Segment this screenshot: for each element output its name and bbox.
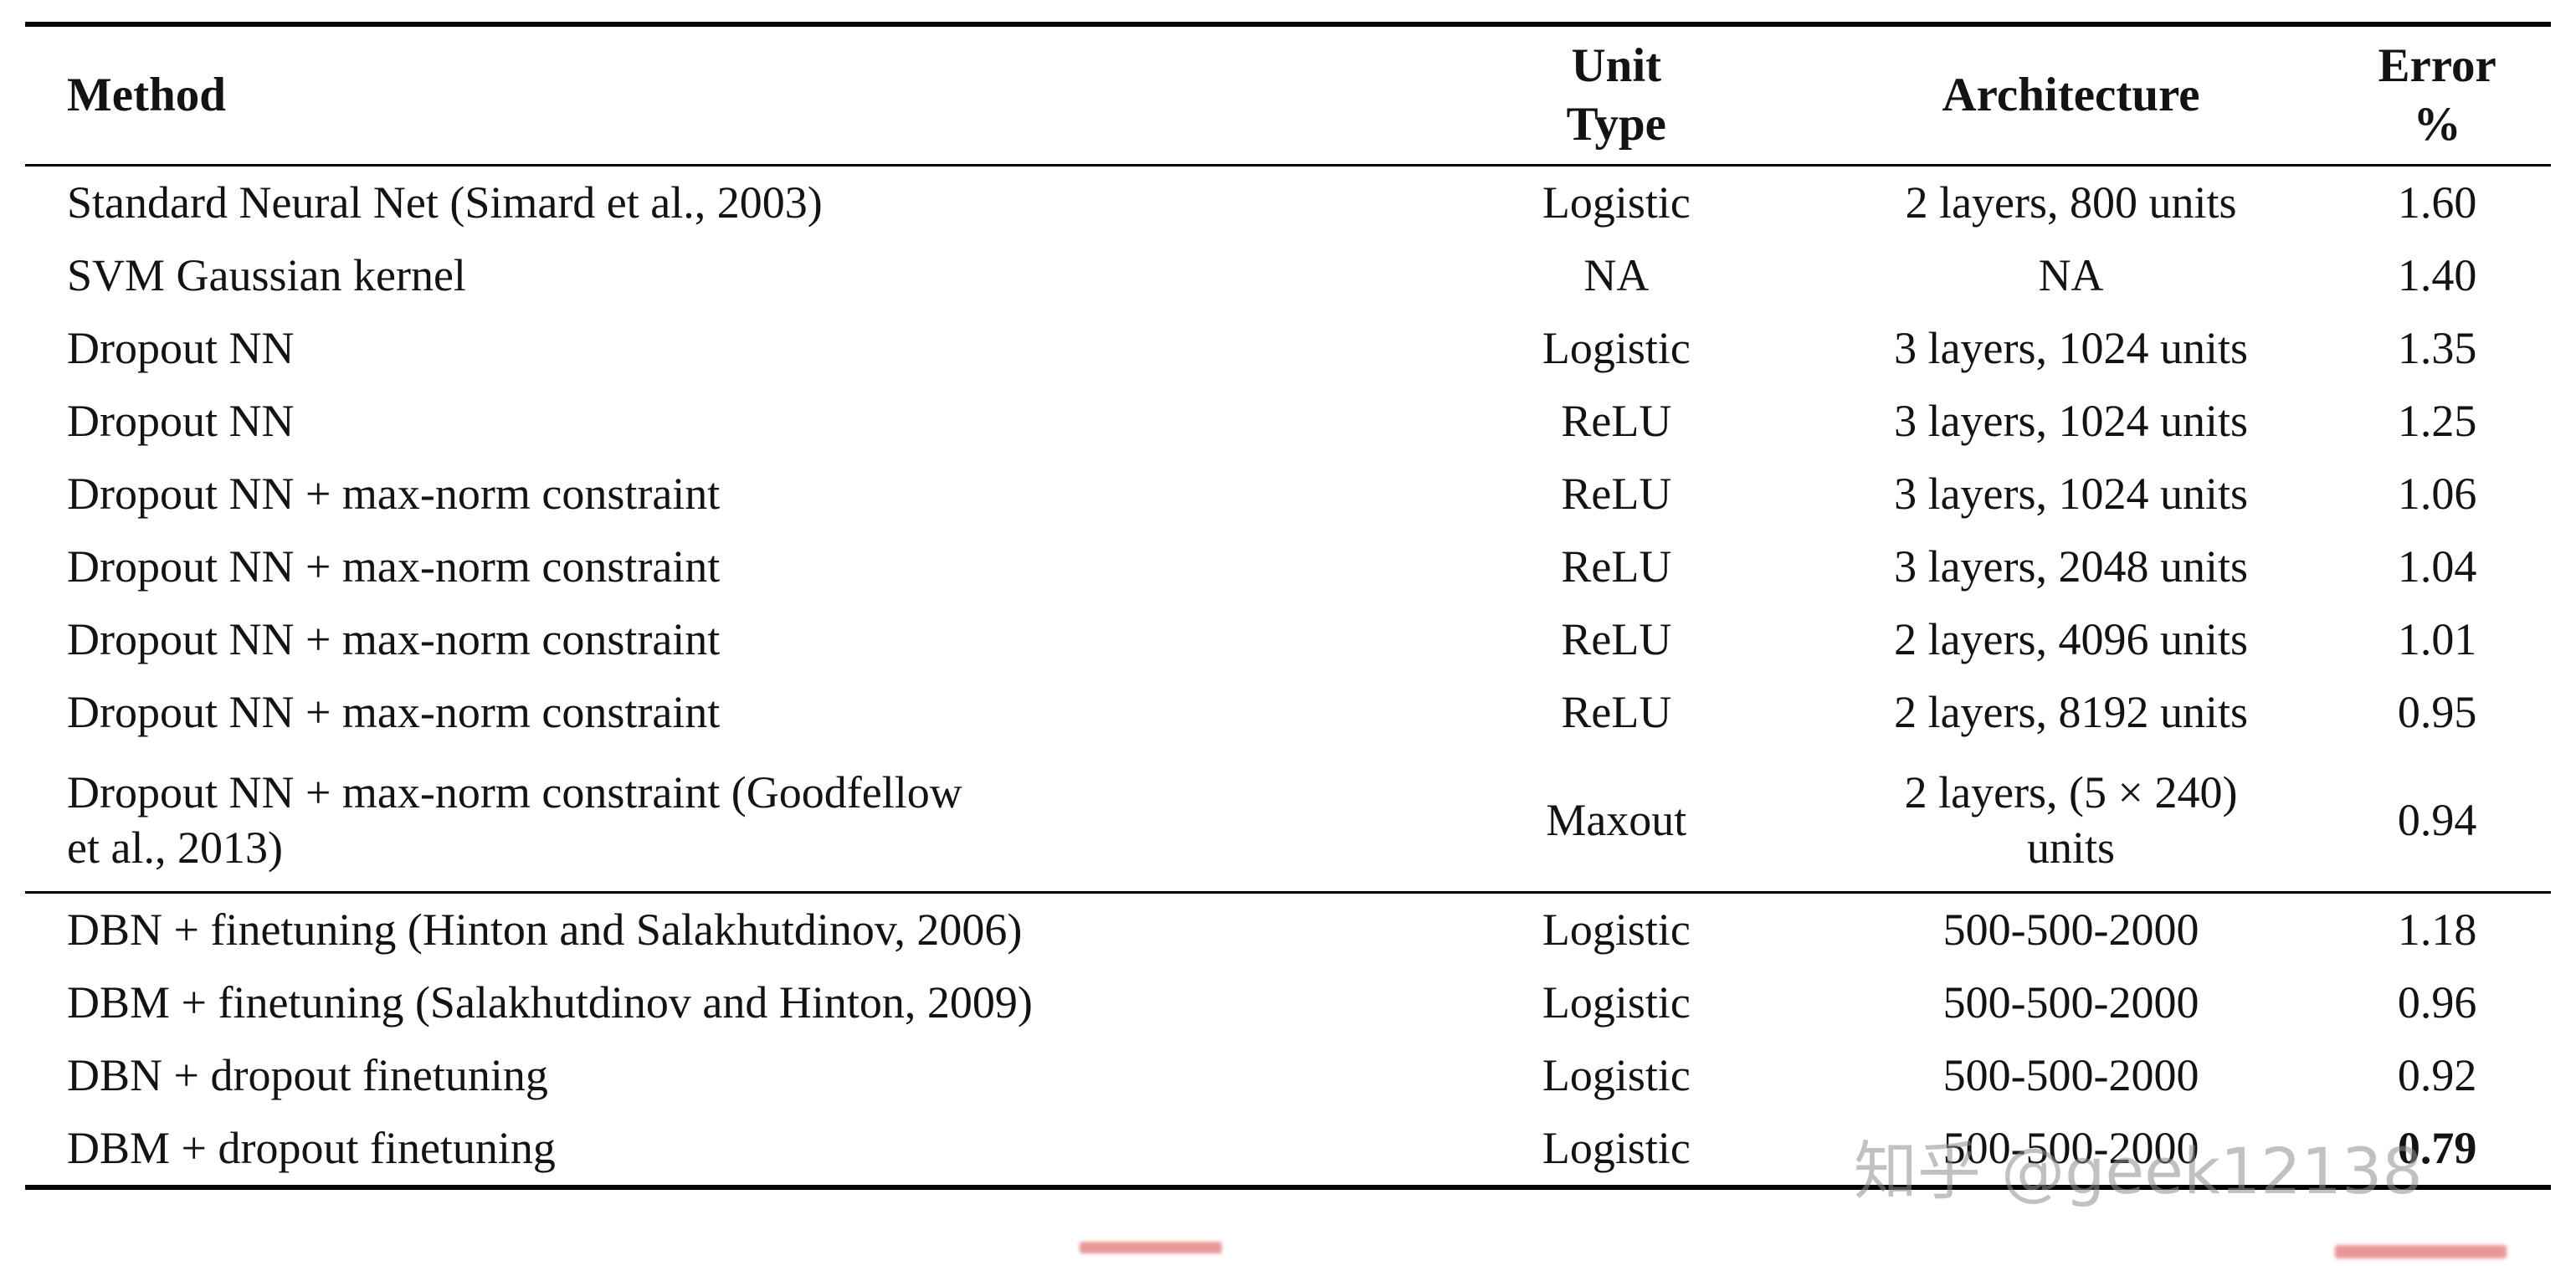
top-rule bbox=[25, 22, 2551, 27]
unit-cell: Logistic bbox=[1542, 977, 1691, 1028]
architecture-cell: 3 layers, 1024 units bbox=[1894, 323, 2249, 373]
header-unit-type: Unit Type bbox=[1566, 39, 1666, 151]
header-error: Error % bbox=[2378, 39, 2496, 151]
architecture-cell: 2 layers, (5 × 240) units bbox=[1904, 767, 2238, 873]
unit-cell: ReLU bbox=[1561, 396, 1672, 446]
method-cell: Dropout NN bbox=[67, 323, 295, 373]
table-row: Standard Neural Net (Simard et al., 2003… bbox=[25, 167, 2551, 239]
header-architecture: Architecture bbox=[1942, 69, 2200, 121]
bottom-rule bbox=[25, 1185, 2551, 1190]
table-row: Dropout NN + max-norm constraint ReLU 2 … bbox=[25, 676, 2551, 749]
architecture-cell: 3 layers, 1024 units bbox=[1894, 469, 2249, 519]
red-watermark-smudge bbox=[1080, 1242, 1222, 1253]
table-row: Dropout NN + max-norm constraint ReLU 2 … bbox=[25, 603, 2551, 676]
architecture-cell: 500-500-2000 bbox=[1942, 905, 2199, 955]
method-cell: Dropout NN + max-norm constraint (Goodfe… bbox=[67, 767, 962, 873]
method-cell: Dropout NN + max-norm constraint bbox=[67, 614, 721, 664]
error-cell: 1.25 bbox=[2397, 396, 2477, 446]
architecture-cell: NA bbox=[2038, 250, 2104, 300]
unit-cell: NA bbox=[1583, 250, 1650, 300]
error-cell: 1.06 bbox=[2397, 469, 2477, 519]
unit-cell: Logistic bbox=[1542, 177, 1691, 228]
error-cell: 0.92 bbox=[2397, 1050, 2477, 1100]
method-cell: Dropout NN + max-norm constraint bbox=[67, 541, 721, 592]
unit-cell: Logistic bbox=[1542, 323, 1691, 373]
unit-cell: ReLU bbox=[1561, 614, 1672, 664]
method-cell: Dropout NN bbox=[67, 396, 295, 446]
error-cell: 0.94 bbox=[2397, 795, 2477, 845]
error-cell: 1.60 bbox=[2397, 177, 2477, 228]
unit-cell: Logistic bbox=[1542, 905, 1691, 955]
method-cell: Standard Neural Net (Simard et al., 2003… bbox=[67, 177, 823, 228]
method-cell: DBN + dropout finetuning bbox=[67, 1050, 548, 1100]
architecture-cell: 2 layers, 8192 units bbox=[1894, 687, 2249, 737]
error-cell: 0.95 bbox=[2397, 687, 2477, 737]
red-watermark-smudge bbox=[2335, 1245, 2507, 1258]
results-table: Method Unit Type Architecture Error % St… bbox=[25, 22, 2551, 1190]
error-cell: 0.96 bbox=[2397, 977, 2477, 1028]
table-row: Dropout NN + max-norm constraint ReLU 3 … bbox=[25, 458, 2551, 530]
error-cell: 1.40 bbox=[2397, 250, 2477, 300]
unit-cell: Logistic bbox=[1542, 1123, 1691, 1173]
error-cell: 1.04 bbox=[2397, 541, 2477, 592]
architecture-cell: 3 layers, 2048 units bbox=[1894, 541, 2249, 592]
table-row: SVM Gaussian kernel NA NA 1.40 bbox=[25, 239, 2551, 312]
error-cell: 1.35 bbox=[2397, 323, 2477, 373]
method-cell: DBM + finetuning (Salakhutdinov and Hint… bbox=[67, 977, 1033, 1028]
table-row: Dropout NN + max-norm constraint (Goodfe… bbox=[25, 749, 2551, 891]
table-row: DBM + finetuning (Salakhutdinov and Hint… bbox=[25, 966, 2551, 1039]
unit-cell: ReLU bbox=[1561, 541, 1672, 592]
header-method: Method bbox=[67, 69, 226, 121]
section-rule bbox=[25, 891, 2551, 894]
architecture-cell: 500-500-2000 bbox=[1942, 1050, 2199, 1100]
table-row: DBM + dropout finetuning Logistic 500-50… bbox=[25, 1112, 2551, 1185]
error-cell-best: 0.79 bbox=[2397, 1123, 2477, 1173]
method-cell: DBM + dropout finetuning bbox=[67, 1123, 556, 1173]
unit-cell: ReLU bbox=[1561, 687, 1672, 737]
unit-cell: ReLU bbox=[1561, 469, 1672, 519]
table-row: Dropout NN ReLU 3 layers, 1024 units 1.2… bbox=[25, 385, 2551, 458]
error-cell: 1.18 bbox=[2397, 905, 2477, 955]
table-row: DBN + finetuning (Hinton and Salakhutdin… bbox=[25, 894, 2551, 966]
method-cell: Dropout NN + max-norm constraint bbox=[67, 687, 721, 737]
table-row: DBN + dropout finetuning Logistic 500-50… bbox=[25, 1039, 2551, 1112]
unit-cell: Logistic bbox=[1542, 1050, 1691, 1100]
table-row: Dropout NN + max-norm constraint ReLU 3 … bbox=[25, 530, 2551, 603]
architecture-cell: 500-500-2000 bbox=[1942, 977, 2199, 1028]
architecture-cell: 500-500-2000 bbox=[1942, 1123, 2199, 1173]
table-row: Dropout NN Logistic 3 layers, 1024 units… bbox=[25, 312, 2551, 385]
unit-cell: Maxout bbox=[1546, 795, 1687, 845]
error-cell: 1.01 bbox=[2397, 614, 2477, 664]
header-row: Method Unit Type Architecture Error % bbox=[25, 27, 2551, 164]
architecture-cell: 3 layers, 1024 units bbox=[1894, 396, 2249, 446]
header-rule bbox=[25, 164, 2551, 167]
method-cell: DBN + finetuning (Hinton and Salakhutdin… bbox=[67, 905, 1023, 955]
method-cell: SVM Gaussian kernel bbox=[67, 250, 466, 300]
method-cell: Dropout NN + max-norm constraint bbox=[67, 469, 721, 519]
architecture-cell: 2 layers, 4096 units bbox=[1894, 614, 2249, 664]
architecture-cell: 2 layers, 800 units bbox=[1905, 177, 2237, 228]
